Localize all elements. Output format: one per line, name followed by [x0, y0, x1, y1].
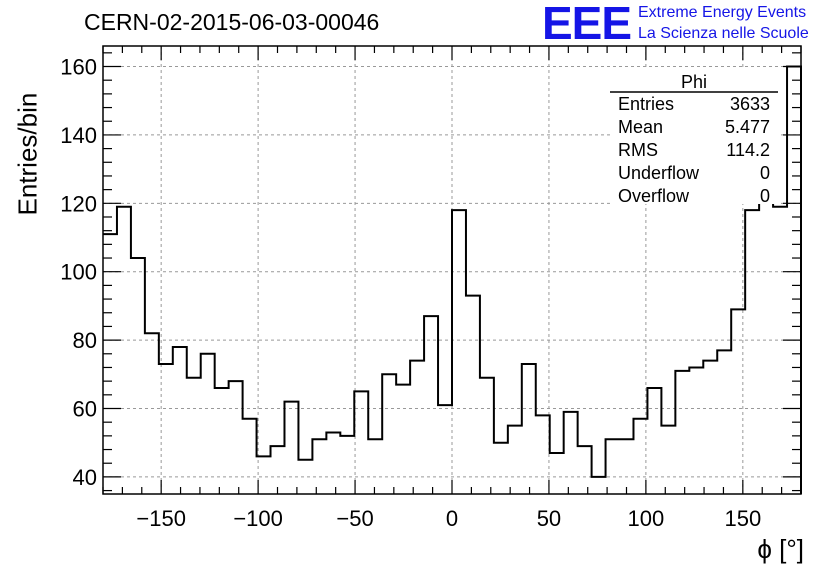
y-tick-label: 100	[60, 260, 97, 285]
histogram-line	[103, 65, 802, 494]
stats-label: Entries	[618, 94, 674, 114]
x-tick-label: 150	[724, 506, 761, 531]
y-tick-label: 40	[73, 465, 97, 490]
eee-logo: EEE	[542, 0, 632, 49]
stats-value: 3633	[730, 94, 770, 114]
ticks-layer	[102, 46, 802, 494]
stats-value: 114.2	[726, 140, 770, 160]
y-tick-label: 60	[73, 397, 97, 422]
stats-box: Phi Entries 3633 Mean 5.477 RMS 114.2 Underflow…	[610, 70, 778, 206]
x-tick-label: 0	[446, 506, 458, 531]
x-tick-label: 50	[537, 506, 561, 531]
org-name-line1: Extreme Energy Events	[638, 4, 807, 21]
x-tick-label: 100	[628, 506, 665, 531]
y-tick-label: 120	[60, 191, 97, 216]
stats-value: 0	[760, 186, 770, 206]
y-tick-label: 80	[73, 328, 97, 353]
org-name-line2: La Scienza nelle Scuole	[638, 25, 809, 42]
x-tick-label: −150	[136, 506, 186, 531]
y-tick-label: 140	[60, 123, 97, 148]
stats-value: 0	[760, 163, 770, 183]
stats-box-name: Phi	[681, 72, 707, 92]
y-tick-label: 160	[60, 55, 97, 80]
stats-label: RMS	[618, 140, 658, 160]
stats-label: Overflow	[618, 186, 690, 206]
stats-label: Mean	[618, 117, 663, 137]
tick-labels: −150 −100 −50 0 50 100 150 40 60 80 100 120 140 160	[60, 55, 761, 531]
stats-value: 5.477	[725, 117, 770, 137]
histogram-title: CERN-02-2015-06-03-00046	[84, 9, 380, 35]
x-axis-label: ϕ [°]	[757, 534, 804, 564]
stats-label: Underflow	[618, 163, 700, 183]
x-tick-label: −100	[233, 506, 283, 531]
x-tick-label: −50	[336, 506, 373, 531]
